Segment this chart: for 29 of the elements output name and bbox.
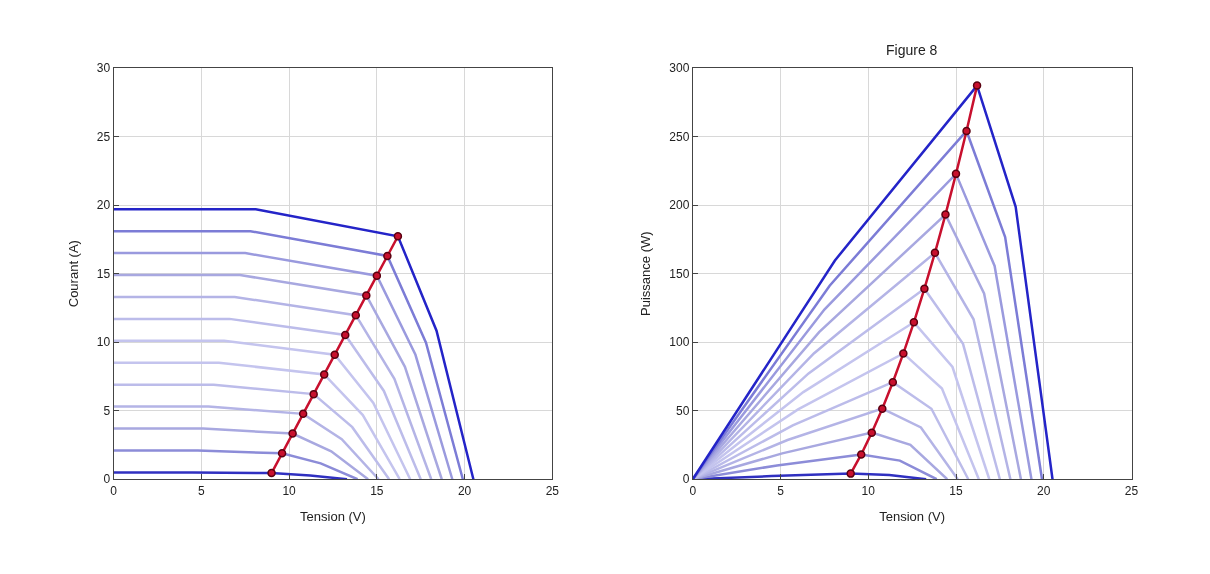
y-axis-title: Puissance (W) [638, 231, 654, 316]
y-tick-label: 20 [96, 198, 111, 213]
chart-title: Figure 8 [886, 42, 938, 58]
y-tick-label: 0 [682, 472, 690, 487]
y-tick-label: 25 [96, 129, 111, 144]
y-tick-label: 250 [669, 129, 690, 144]
x-tick-label: 20 [1037, 483, 1051, 498]
y-tick-label: 15 [96, 266, 111, 281]
x-tick-label: 25 [545, 483, 560, 498]
x-tick-label: 5 [777, 483, 785, 498]
y-tick-label: 0 [103, 472, 111, 487]
y-tick-label: 10 [96, 335, 111, 350]
x-tick-label: 15 [370, 483, 384, 498]
x-tick-label: 25 [1124, 483, 1139, 498]
x-axis-title: Tension (V) [879, 509, 945, 525]
y-tick-label: 300 [669, 61, 690, 76]
y-axis-title: Courant (A) [65, 240, 81, 308]
y-tick-label: 30 [96, 61, 111, 76]
x-axis-title: Tension (V) [300, 509, 366, 525]
y-tick-label: 50 [675, 403, 690, 418]
x-tick-label: 20 [457, 483, 472, 498]
x-tick-label: 15 [949, 483, 963, 498]
x-tick-label: 10 [861, 483, 876, 498]
y-tick-label: 200 [669, 198, 690, 213]
y-tick-label: 5 [103, 403, 111, 418]
y-tick-label: 150 [669, 266, 690, 281]
y-tick-label: 100 [669, 335, 690, 350]
x-tick-label: 10 [282, 483, 297, 498]
x-tick-label: 5 [198, 483, 206, 498]
